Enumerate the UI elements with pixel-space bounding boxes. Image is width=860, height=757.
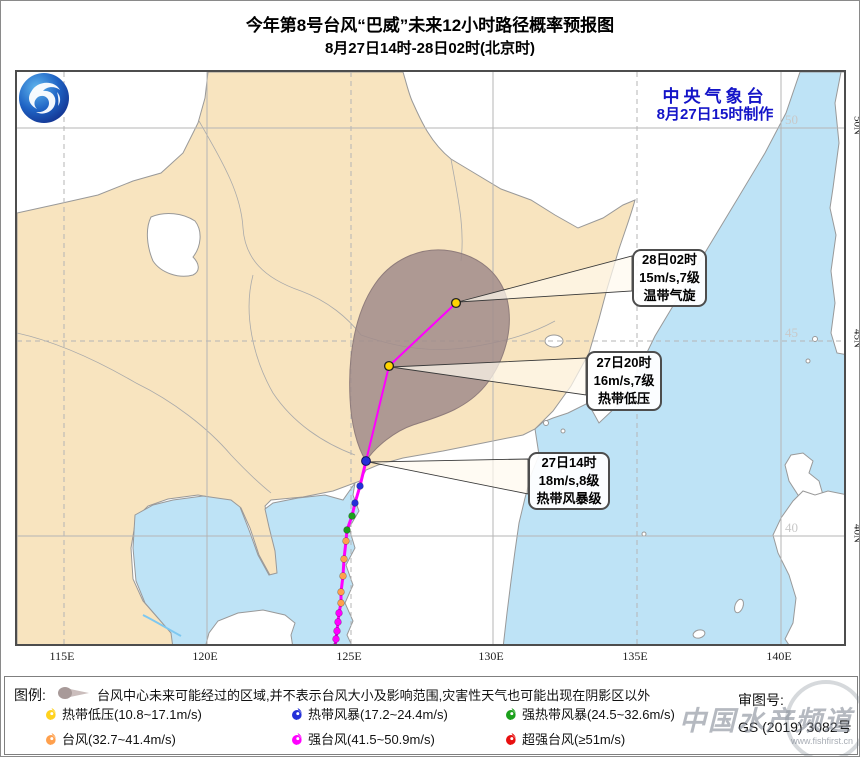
page-subtitle: 8月27日14时-28日02时(北京时): [324, 40, 536, 57]
legend-item: 强台风(41.5~50.9m/s): [291, 729, 435, 748]
callout-time: 27日20时: [596, 355, 652, 370]
typhoon-symbol-icon: [292, 707, 302, 720]
island: [641, 531, 647, 537]
forecast-map: 50 45 40 中央气象台 8月27日15时制作 28日02时 15m: [15, 70, 846, 646]
track-point: [351, 499, 359, 507]
legend-item: 热带低压(10.8~17.1m/s): [45, 704, 202, 723]
map-approval-label: 审图号:: [738, 692, 784, 708]
legend-item-label: 强热带风暴(24.5~32.6m/s): [522, 707, 675, 722]
lat-label-45n: 45N: [851, 329, 860, 348]
legend-panel: 图例: 台风中心未来可能经过的区域,并不表示台风大小及影响范围,灾害性天气也可能…: [4, 676, 719, 755]
produced-time: 8月27日15时制作: [656, 106, 774, 123]
track-point: [342, 537, 350, 545]
typhoon-symbol-icon: [46, 732, 56, 745]
river: [142, 614, 182, 637]
legend-item-label: 超强台风(≥51m/s): [522, 732, 626, 747]
legend-title: 图例:: [14, 687, 46, 703]
lon-label-120e: 120E: [192, 649, 218, 663]
callout-wind: 16m/s,7级: [593, 373, 655, 388]
typhoon-symbol-icon: [292, 732, 302, 745]
svg-text:40: 40: [785, 520, 798, 535]
lon-label-115e: 115E: [49, 649, 75, 663]
callout-time: 27日14时: [541, 455, 597, 470]
track-point: [333, 627, 341, 635]
track-point: [332, 635, 340, 643]
typhoon-symbol-icon: [46, 707, 56, 720]
svg-text:45: 45: [785, 325, 798, 340]
track-point: [332, 643, 338, 644]
graticule-inner-labels: 50 45 40: [785, 112, 798, 535]
legend-item-label: 强台风(41.5~50.9m/s): [308, 732, 435, 747]
callout-category: 热带低压: [597, 391, 650, 406]
track-point: [334, 618, 342, 626]
map-approval-panel: 审图号: GS (2019) 3082号: [718, 676, 858, 755]
page-title: 今年第8号台风“巴威”未来12小时路径概率预报图: [245, 16, 615, 35]
callout-wind: 18m/s,8级: [538, 473, 600, 488]
probability-cone: [349, 249, 510, 462]
track-point: [361, 456, 371, 466]
lon-label-125e: 125E: [336, 649, 362, 663]
legend-item-label: 台风(32.7~41.4m/s): [62, 732, 176, 747]
track-point: [348, 512, 356, 520]
island: [734, 598, 744, 614]
lake-khanka: [544, 334, 564, 348]
callout-28d02h: 28日02时 15m/s,7级 温带气旋: [632, 249, 707, 307]
lat-label-40n: 40N: [851, 524, 860, 543]
legend-item: 热带风暴(17.2~24.4m/s): [291, 704, 448, 723]
island: [543, 420, 549, 426]
callout-wind: 15m/s,7级: [639, 270, 700, 285]
callout-leaders: [368, 255, 633, 495]
lon-label-140e: 140E: [766, 649, 792, 663]
lake-region: [146, 213, 201, 277]
cma-logo-icon: [19, 73, 69, 123]
lon-label-135e: 135E: [622, 649, 648, 663]
honshu: [772, 490, 844, 644]
island: [812, 336, 818, 342]
track-point: [383, 360, 395, 372]
cone-legend-icon: [58, 687, 89, 699]
typhoon-symbol-icon: [506, 707, 516, 720]
agency-name: 中央气象台: [662, 87, 768, 106]
legend-item: 强热带风暴(24.5~32.6m/s): [505, 704, 675, 723]
track-point: [339, 572, 347, 580]
track-dots: [332, 297, 462, 644]
lon-label-130e: 130E: [478, 649, 504, 663]
callout-category: 温带气旋: [643, 288, 696, 303]
track-point: [356, 482, 364, 490]
track-point: [340, 555, 348, 563]
legend-item-label: 热带风暴(17.2~24.4m/s): [308, 707, 448, 722]
legend-item: 台风(32.7~41.4m/s): [45, 729, 176, 748]
track-point: [335, 609, 343, 617]
track-point: [337, 588, 345, 596]
island: [805, 358, 811, 364]
callout-27d14h: 27日14时 18m/s,8级 热带风暴级: [528, 452, 610, 510]
track-point: [450, 297, 462, 309]
cone-description: 台风中心未来可能经过的区域,并不表示台风大小及影响范围,灾害性天气也可能出现在阴…: [97, 688, 651, 703]
province-boundaries: [17, 120, 556, 494]
lat-label-50n: 50N: [851, 116, 860, 135]
island: [692, 629, 706, 639]
callout-category: 热带风暴级: [536, 491, 602, 506]
callout-27d20h: 27日20时 16m/s,7级 热带低压: [586, 351, 662, 411]
typhoon-symbol-icon: [506, 732, 516, 745]
sakhalin-island: [829, 72, 844, 355]
legend-item: 超强台风(≥51m/s): [505, 729, 625, 748]
track-point: [343, 526, 351, 534]
island: [560, 428, 566, 434]
track-point: [337, 599, 345, 607]
callout-time: 28日02时: [642, 252, 697, 267]
map-canvas: 50 45 40: [17, 72, 844, 644]
map-approval-number: GS (2019) 3082号: [738, 719, 852, 735]
svg-text:50: 50: [785, 112, 798, 127]
bohai-yellow-sea: [132, 482, 360, 644]
legend-item-label: 热带低压(10.8~17.1m/s): [62, 707, 202, 722]
